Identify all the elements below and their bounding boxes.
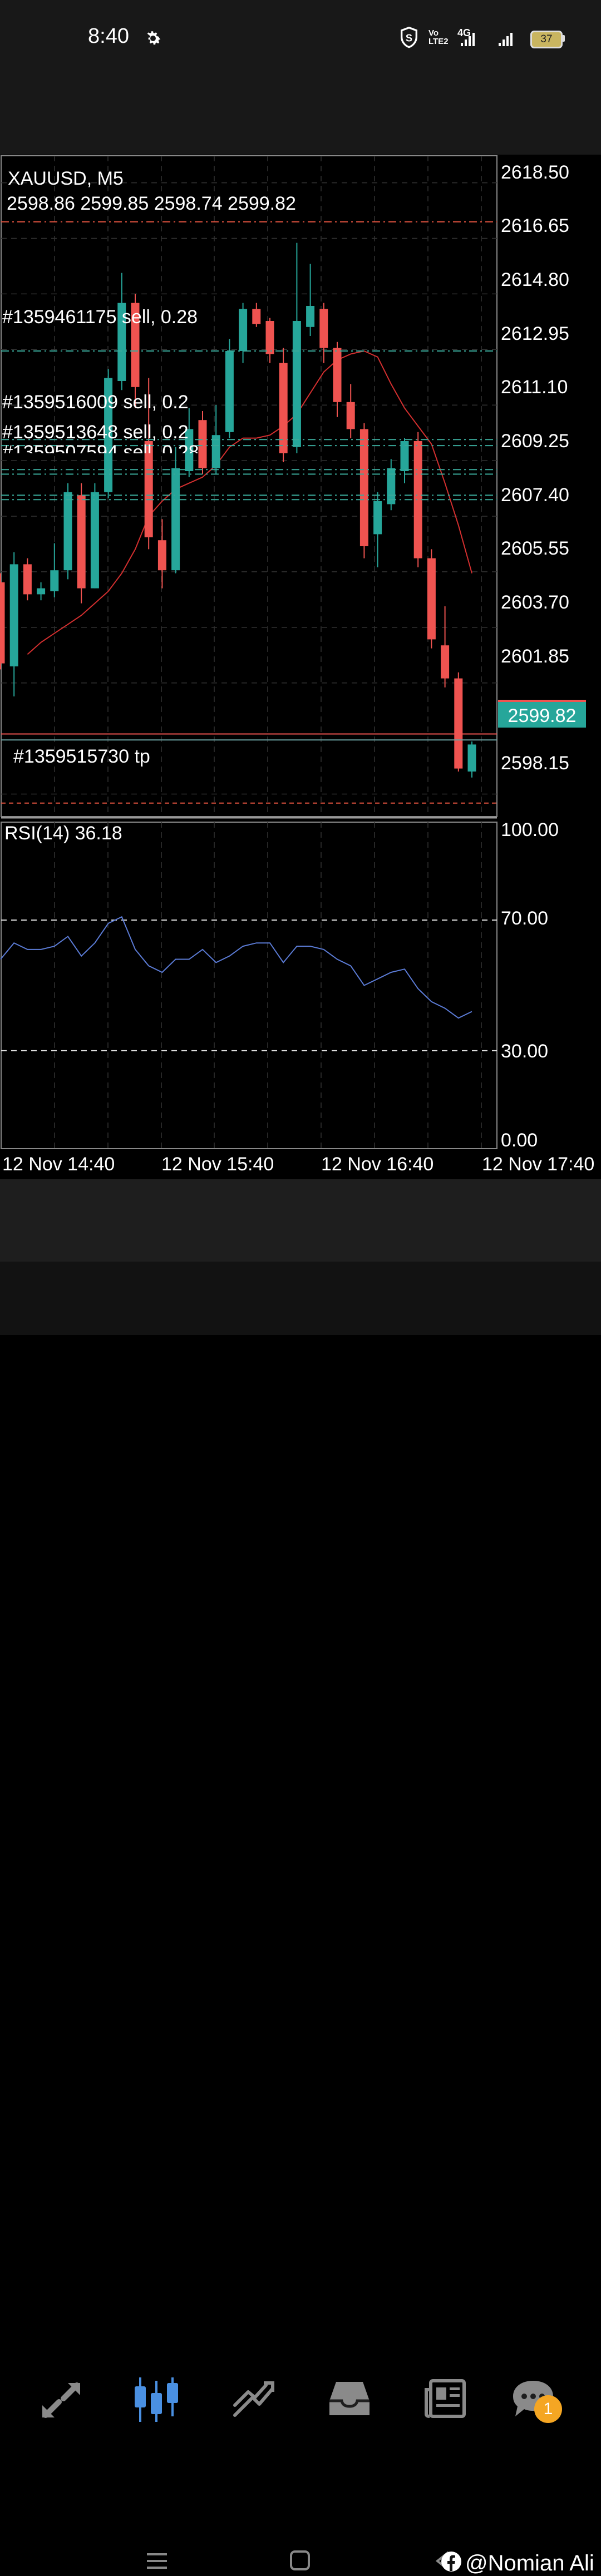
system-navigation: @Nomian Ali (0, 1262, 601, 2575)
notification-badge: 1 (534, 2395, 562, 2423)
bottom-navigation: 1 (0, 1179, 601, 2423)
candle-body (346, 402, 355, 429)
candle-body (239, 309, 248, 351)
network-type: 4G (457, 27, 471, 38)
candle-body (117, 303, 126, 381)
chart-area[interactable]: XAUUSD, M5 2598.86 2599.85 2598.74 2599.… (0, 155, 601, 1179)
price-axis-label: 2616.65 (501, 215, 569, 236)
watermark: @Nomian Ali (465, 2551, 594, 2575)
candle-body (467, 744, 476, 772)
home-icon[interactable] (289, 2550, 311, 2571)
battery-nub (562, 35, 565, 42)
rsi-pane-frame (1, 822, 497, 1149)
chart-icon[interactable] (134, 2377, 179, 2422)
candle-body (37, 588, 46, 595)
candle-body (292, 321, 301, 447)
volte-label: Vo LTE2 (428, 28, 449, 46)
price-axis-label: 2618.50 (501, 162, 569, 183)
status-bar: 8:40 S Vo LTE2 4G 37 (0, 0, 601, 78)
history-icon[interactable] (328, 2380, 371, 2417)
price-chart[interactable] (0, 155, 601, 1179)
price-axis-label: 2607.40 (501, 484, 569, 506)
order-label[interactable]: #1359507594 sell, 0.28 (2, 442, 199, 463)
tp-label[interactable]: #1359515730 tp (13, 746, 150, 767)
candle-body (279, 363, 288, 453)
order-label[interactable]: #1359461175 sell, 0.28 (2, 306, 198, 328)
candle-body (104, 378, 113, 492)
candle-body (319, 309, 328, 348)
candle-body (400, 441, 409, 471)
vpn-shield-icon: S (401, 27, 417, 48)
signal-icon (461, 33, 513, 46)
ohlc-values: 2598.86 2599.85 2598.74 2599.82 (7, 193, 296, 214)
news-icon[interactable] (424, 2379, 466, 2419)
price-axis-label: 2601.85 (501, 646, 569, 667)
candle-body (413, 441, 422, 558)
battery-icon: 37 (530, 31, 563, 48)
candle-body (131, 303, 140, 387)
candle-body (454, 678, 463, 769)
candle-body (359, 429, 368, 546)
price-pane-frame (1, 155, 497, 817)
candle-body (265, 321, 274, 354)
candle-body (387, 468, 396, 505)
candle-body (211, 435, 220, 468)
status-time: 8:40 (88, 24, 129, 48)
price-axis-label: 2603.70 (501, 592, 569, 613)
facebook-icon (441, 2552, 461, 2572)
rsi-label: RSI(14) 36.18 (4, 823, 122, 844)
candle-body (63, 492, 72, 571)
candle-body (50, 570, 59, 591)
time-axis-label: 12 Nov 14:40 (2, 1154, 115, 1175)
candle-body (441, 645, 450, 679)
order-label[interactable]: #1359513648 sell, 0.2 (2, 422, 189, 443)
order-label[interactable]: #1359516009 sell, 0.2 (2, 392, 189, 413)
rsi-axis-label: 30.00 (501, 1041, 549, 1062)
price-axis-label: 2609.25 (501, 431, 569, 452)
candle-body (77, 495, 86, 589)
time-axis-label: 12 Nov 17:40 (482, 1154, 595, 1175)
recents-icon[interactable] (146, 2550, 168, 2572)
price-axis-label: 2614.80 (501, 269, 569, 290)
candle-body (252, 309, 261, 324)
chart-toolbar: f $ (0, 78, 601, 205)
price-axis-label: 2605.55 (501, 538, 569, 559)
svg-text:S: S (406, 32, 412, 44)
candle-body (225, 351, 234, 432)
candle-body (427, 558, 436, 640)
gear-icon (147, 31, 161, 45)
candle-body (157, 540, 166, 571)
candle-body (144, 441, 153, 537)
candle-body (333, 348, 342, 402)
price-axis-label: 2612.95 (501, 323, 569, 344)
candle-body (198, 420, 207, 468)
rsi-line (0, 916, 472, 1019)
candle-body (23, 564, 32, 595)
quotes-icon[interactable] (40, 2381, 82, 2420)
rsi-axis-label: 100.00 (501, 819, 559, 840)
candle-body (0, 582, 5, 664)
candle-body (90, 492, 99, 589)
candle-body (373, 501, 382, 535)
price-axis-label: 2611.10 (501, 377, 568, 398)
rsi-axis-label: 0.00 (501, 1130, 538, 1151)
current-price-tag: 2599.82 (498, 700, 586, 728)
candle-body (306, 306, 315, 327)
time-axis-label: 12 Nov 16:40 (321, 1154, 434, 1175)
time-axis-label: 12 Nov 15:40 (161, 1154, 274, 1175)
candle-body (9, 564, 18, 666)
symbol-timeframe: XAUUSD, M5 (8, 168, 124, 189)
rsi-axis-label: 70.00 (501, 908, 549, 929)
trade-icon[interactable] (233, 2381, 275, 2417)
price-axis-label: 2598.15 (501, 753, 569, 774)
moving-average-line (27, 350, 472, 655)
candle-body (171, 468, 180, 571)
